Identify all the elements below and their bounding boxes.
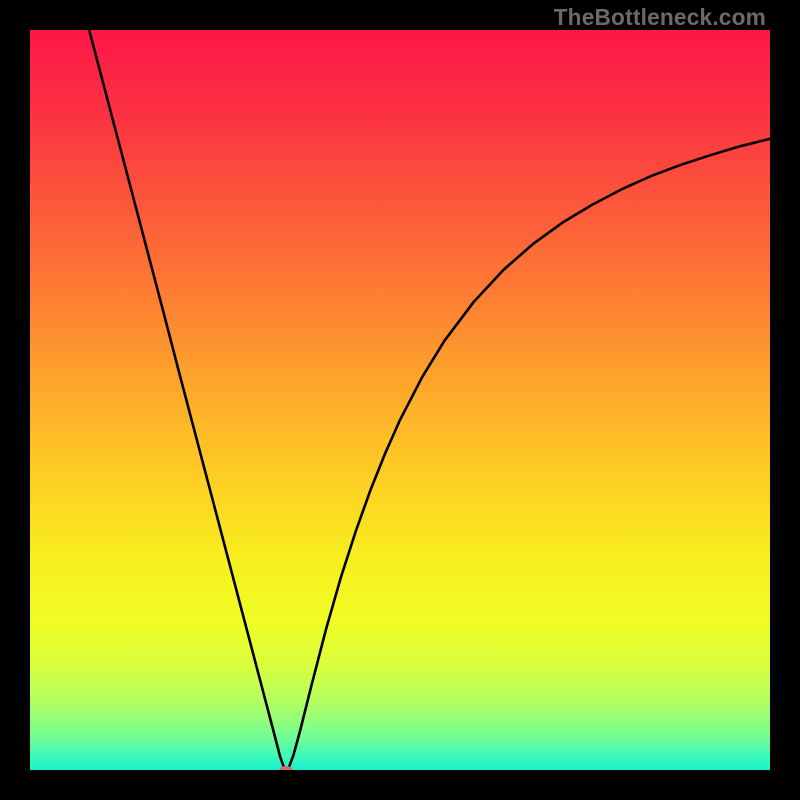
plot-area	[30, 30, 770, 770]
watermark-text: TheBottleneck.com	[554, 4, 766, 31]
chart-frame: TheBottleneck.com	[0, 0, 800, 800]
chart-svg	[30, 30, 770, 770]
gradient-background	[30, 30, 770, 770]
